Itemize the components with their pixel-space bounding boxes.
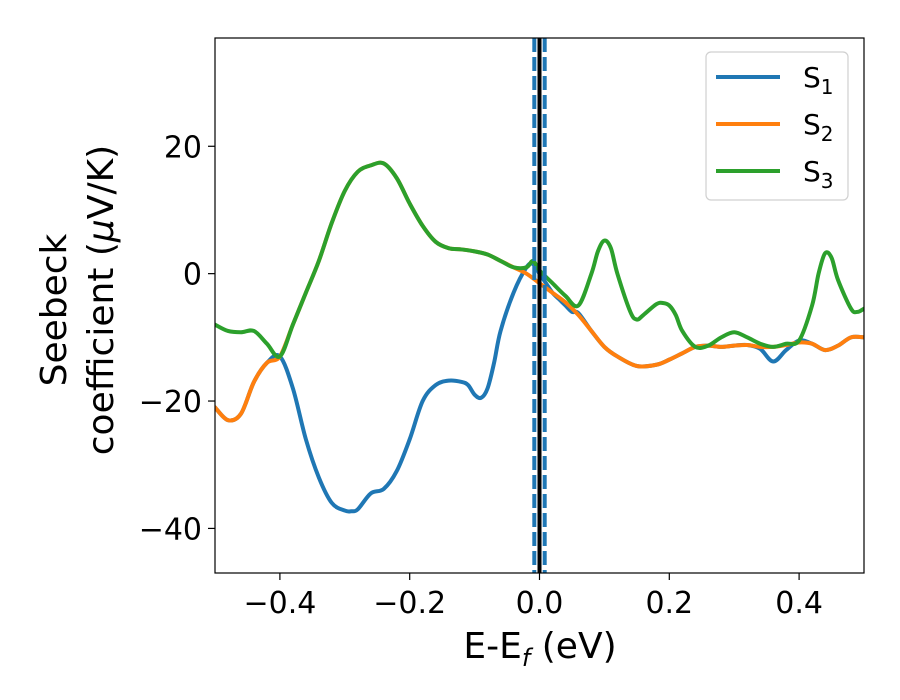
y-ticks: −40 −20 0 20 (139, 130, 215, 547)
x-tick-label: 0.0 (516, 586, 564, 621)
legend-label-s2: S2 (803, 108, 834, 146)
x-tick-label: 0.4 (775, 586, 823, 621)
x-tick-label: 0.2 (645, 586, 693, 621)
x-axis-label: E-Ef (eV) (463, 626, 616, 672)
vertical-lines (532, 38, 547, 573)
series-line-s3 (215, 160, 864, 359)
x-ticks: −0.4 −0.2 0.0 0.2 0.4 (243, 573, 823, 621)
y-tick-label: −20 (139, 385, 202, 420)
y-tick-label: 20 (164, 130, 202, 165)
y-axis-label-mu: μ (81, 219, 122, 243)
legend-label-s1: S1 (803, 61, 834, 99)
y-axis-label-unit: V/K) (81, 145, 122, 219)
x-tick-label: −0.4 (243, 586, 316, 621)
y-tick-label: −40 (139, 512, 202, 547)
x-axis-label-unit: (eV) (530, 626, 616, 667)
legend-label-s3: S3 (803, 155, 834, 193)
x-tick-label: −0.2 (373, 586, 446, 621)
y-axis-label-line1: Seebeck (34, 233, 75, 386)
y-tick-label: 0 (183, 258, 202, 293)
y-axis-label-line2: coefficient (μV/K) (81, 145, 122, 455)
legend: S1 S2 S3 (705, 51, 849, 201)
